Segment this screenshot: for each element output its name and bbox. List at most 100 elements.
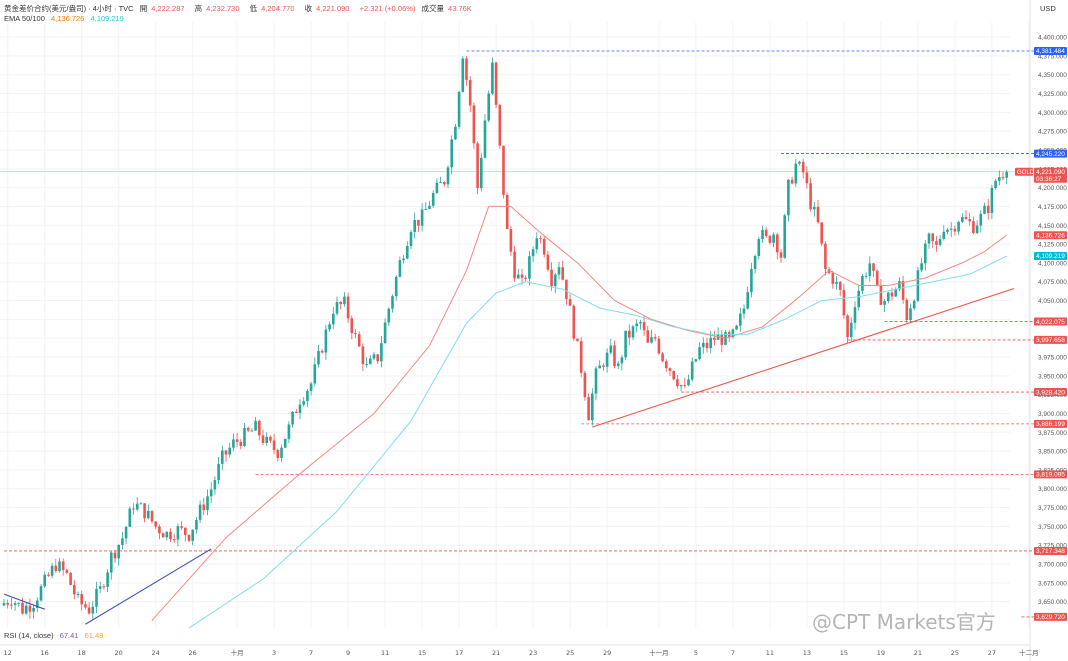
candle-body: [524, 277, 527, 279]
candle-body: [54, 565, 58, 571]
candle-body: [254, 420, 257, 431]
candle-body: [875, 270, 879, 286]
level-price-tag: 3,819.095: [1036, 472, 1065, 479]
candle-body: [979, 213, 983, 226]
candle-body: [461, 58, 465, 92]
candle-body: [901, 281, 905, 300]
time-tick-label: 18: [78, 649, 86, 657]
candle-body: [720, 334, 724, 345]
candle-body: [158, 526, 161, 534]
candle-body: [172, 539, 176, 541]
chart-header-ohlc: 黄金差价合约(美元/盎司) · 4小时 · TVC 開 4,222.287 高 4,…: [4, 4, 472, 13]
candle-body: [13, 603, 17, 605]
candle-body: [98, 586, 102, 589]
candle-body: [198, 504, 202, 520]
rsi-ma-value: 61.48: [84, 631, 104, 640]
candle-body: [147, 510, 150, 519]
candle-body: [542, 238, 546, 255]
candle-body: [598, 365, 601, 369]
level-price-tag-bg: [1034, 419, 1067, 428]
time-tick-label: 5: [694, 649, 698, 657]
candle-body: [91, 606, 95, 614]
price-tick-label: 4,175.000: [1038, 204, 1067, 211]
candle-body: [824, 243, 827, 270]
candle-body: [280, 447, 283, 458]
candle-body: [920, 263, 923, 271]
candle-body: [121, 538, 124, 545]
price-tick-label: 3,775.000: [1038, 505, 1067, 512]
candle-body: [221, 450, 224, 464]
candle-body: [187, 534, 191, 541]
candle-body: [313, 364, 317, 384]
time-tick-label: 十二月: [1019, 648, 1039, 657]
candle-body: [609, 345, 613, 353]
candle-body: [95, 588, 98, 607]
candle-body: [816, 206, 820, 223]
candle-body: [47, 574, 50, 576]
price-tick-label: 3,800.000: [1038, 486, 1067, 493]
candle-body: [550, 269, 553, 287]
candle-body: [272, 440, 276, 450]
rsi-legend[interactable]: RSI (14, close) 67.41 61.48: [4, 631, 107, 640]
candle-body: [483, 120, 487, 158]
candle-body: [779, 252, 783, 258]
candle-body: [909, 308, 912, 320]
time-tick-label: 9: [346, 649, 350, 657]
change-value: +2.321 (+0.06%): [359, 4, 416, 13]
candle-body: [1005, 171, 1008, 178]
candle-body: [376, 354, 379, 362]
price-tick-label: 3,950.000: [1038, 373, 1067, 380]
candle-body: [520, 274, 524, 278]
candle-body: [402, 258, 405, 261]
level-price-tag: 4,381.484: [1036, 48, 1065, 55]
candle-body: [924, 243, 927, 264]
candle-body: [912, 300, 916, 309]
price-tick-label: 4,050.000: [1038, 298, 1067, 305]
time-tick-label: 20: [115, 649, 123, 657]
candle-body: [480, 157, 483, 189]
candle-body: [65, 569, 69, 573]
low-value: 4,204.770: [261, 4, 295, 13]
candle-body: [946, 229, 949, 232]
rsi-label: RSI (14, close): [4, 631, 54, 640]
candle-body: [768, 235, 772, 243]
candle-body: [517, 274, 520, 279]
candle-body: [10, 604, 13, 606]
candle-body: [335, 302, 339, 314]
candle-body: [302, 401, 305, 405]
ema-legend[interactable]: EMA 50/100 4,136.726 4,109.219: [4, 14, 128, 23]
rsi-value: 67.41: [59, 631, 79, 640]
candle-body: [328, 324, 331, 330]
candle-body: [561, 267, 564, 280]
candle-body: [602, 365, 605, 367]
candle-body: [835, 282, 838, 284]
candle-body: [750, 268, 753, 293]
price-tick-label: 4,300.000: [1038, 110, 1067, 117]
candle-body: [250, 430, 254, 432]
candle-body: [320, 350, 324, 353]
currency-label: USD: [1040, 4, 1056, 13]
candle-body: [139, 503, 143, 505]
candle-body: [365, 364, 368, 366]
level-price-tag-bg: [1034, 388, 1067, 397]
candle-body: [565, 279, 568, 300]
time-tick-label: 25: [566, 649, 574, 657]
candle-body: [509, 229, 513, 252]
candle-body: [964, 217, 968, 220]
candle-body: [491, 62, 494, 94]
ema100-line: [188, 255, 1007, 629]
candle-body: [624, 330, 627, 358]
candle-body: [306, 390, 309, 402]
candle-body: [846, 315, 849, 338]
symbol-tag-bg: [1015, 167, 1033, 176]
symbol-label: 黄金差价合约(美元/盎司) · 4小时 · TVC: [4, 4, 134, 13]
candle-body: [650, 337, 653, 343]
candle-body: [757, 239, 761, 257]
level-price-tag-bg: [1034, 546, 1067, 555]
time-tick-label: 24: [152, 649, 160, 657]
candle-body: [764, 229, 768, 236]
candle-body: [716, 334, 720, 340]
candle-body: [391, 296, 394, 309]
symbol-tag: GOLD: [1017, 170, 1035, 176]
